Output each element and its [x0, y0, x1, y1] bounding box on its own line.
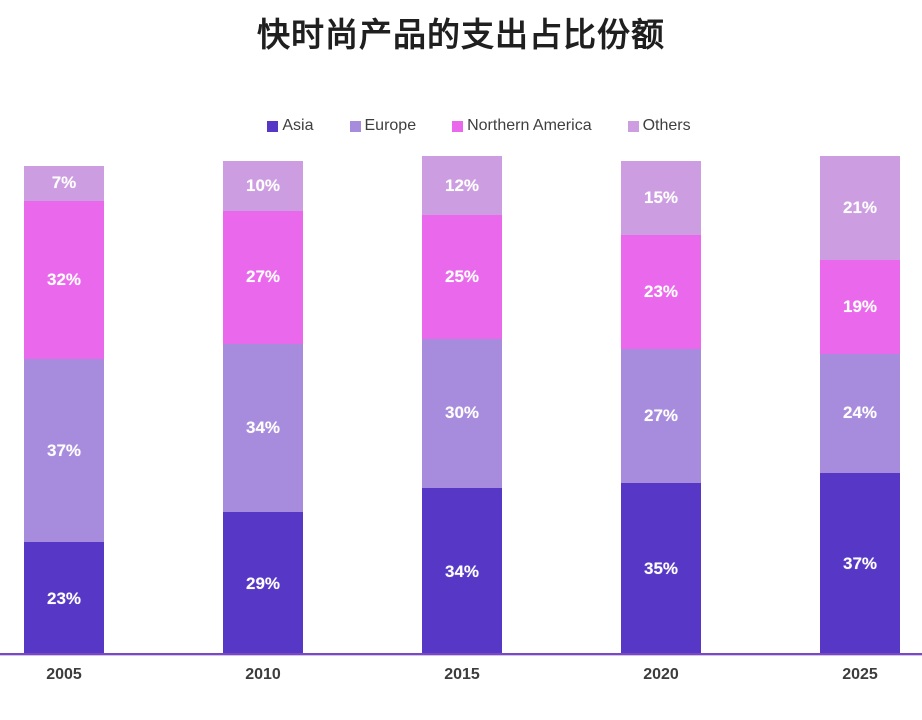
bar-value-label: 27% — [245, 267, 281, 287]
bar-segment-others-2015: 12% — [422, 156, 502, 216]
legend-item-europe: Europe — [349, 117, 417, 135]
bar-segment-europe-2005: 37% — [24, 359, 104, 543]
bar-segment-europe-2010: 34% — [223, 344, 303, 513]
x-axis-label-2010: 2010 — [245, 666, 281, 683]
bar-value-label: 10% — [245, 175, 281, 195]
bar-value-label: 34% — [245, 418, 281, 438]
bar-value-label: 35% — [643, 559, 679, 579]
bar-segment-asia-2010: 29% — [223, 512, 303, 656]
bar-segment-northern-america-2010: 27% — [223, 210, 303, 345]
x-axis-label-2025: 2025 — [842, 666, 878, 683]
bar-segment-asia-2025: 37% — [820, 472, 900, 656]
legend-item-others: Others — [627, 117, 691, 135]
bar-segment-asia-2015: 34% — [422, 487, 502, 656]
bar-column-2020: 35% 27% 23% 15% — [621, 161, 701, 656]
bar-segment-others-2025: 21% — [820, 156, 900, 261]
bar-segment-others-2010: 10% — [223, 161, 303, 211]
chart-title: 快时尚产品的支出占比份额 — [257, 16, 665, 53]
x-axis-labels: 2005 2010 2015 2020 2025 — [24, 666, 900, 684]
legend-swatch-icon — [349, 120, 361, 132]
bar-value-label: 23% — [643, 282, 679, 302]
bar-segment-others-2020: 15% — [621, 161, 701, 236]
bar-segment-northern-america-2025: 19% — [820, 260, 900, 355]
bar-segment-europe-2020: 27% — [621, 349, 701, 483]
legend-label: Asia — [282, 117, 314, 134]
bar-value-label: 25% — [444, 267, 480, 287]
bar-value-label: 21% — [842, 198, 878, 218]
bar-column-2015: 34% 30% 25% 12% — [422, 156, 502, 656]
bar-value-label: 19% — [842, 297, 878, 317]
legend-swatch-icon — [627, 120, 639, 132]
legend-swatch-icon — [267, 120, 279, 132]
bar-value-label: 30% — [444, 403, 480, 423]
legend-item-northern-america: Northern America — [452, 117, 592, 135]
bar-segment-asia-2020: 35% — [621, 482, 701, 656]
bar-column-2025: 37% 24% 19% 21% — [820, 156, 900, 656]
bar-segment-northern-america-2005: 32% — [24, 200, 104, 360]
legend-item-asia: Asia — [267, 117, 314, 135]
bar-segment-europe-2015: 30% — [422, 339, 502, 488]
x-axis-line — [0, 653, 922, 656]
bar-value-label: 37% — [842, 554, 878, 574]
bar-value-label: 7% — [51, 173, 77, 193]
bar-segment-asia-2005: 23% — [24, 542, 104, 656]
legend: Asia Europe Northern America Others — [18, 117, 922, 135]
legend-swatch-icon — [452, 120, 464, 132]
x-axis-label-2015: 2015 — [444, 666, 480, 683]
bar-column-2005: 23% 37% 32% 7% — [24, 165, 104, 656]
legend-label: Europe — [364, 117, 417, 134]
bar-column-2010: 29% 34% 27% 10% — [223, 161, 303, 656]
bar-value-label: 37% — [46, 440, 82, 460]
x-axis-label-2005: 2005 — [46, 666, 82, 683]
legend-label: Others — [642, 117, 691, 134]
bar-value-label: 23% — [46, 589, 82, 609]
bar-segment-others-2005: 7% — [24, 165, 104, 201]
bar-segment-europe-2025: 24% — [820, 354, 900, 473]
bar-value-label: 34% — [444, 561, 480, 581]
bar-value-label: 32% — [46, 269, 82, 289]
bar-value-label: 15% — [643, 188, 679, 208]
bar-value-label: 12% — [444, 175, 480, 195]
plot-area: 23% 37% 32% 7% 29% 34% 27% 10% 34% 30% 25% 12% 35% 27… — [24, 156, 900, 656]
bar-value-label: 27% — [643, 405, 679, 425]
bar-segment-northern-america-2015: 25% — [422, 215, 502, 340]
bar-value-label: 24% — [842, 403, 878, 423]
x-axis-label-2020: 2020 — [643, 666, 679, 683]
legend-label: Northern America — [467, 117, 592, 134]
bar-value-label: 29% — [245, 574, 281, 594]
bar-segment-northern-america-2020: 23% — [621, 235, 701, 350]
